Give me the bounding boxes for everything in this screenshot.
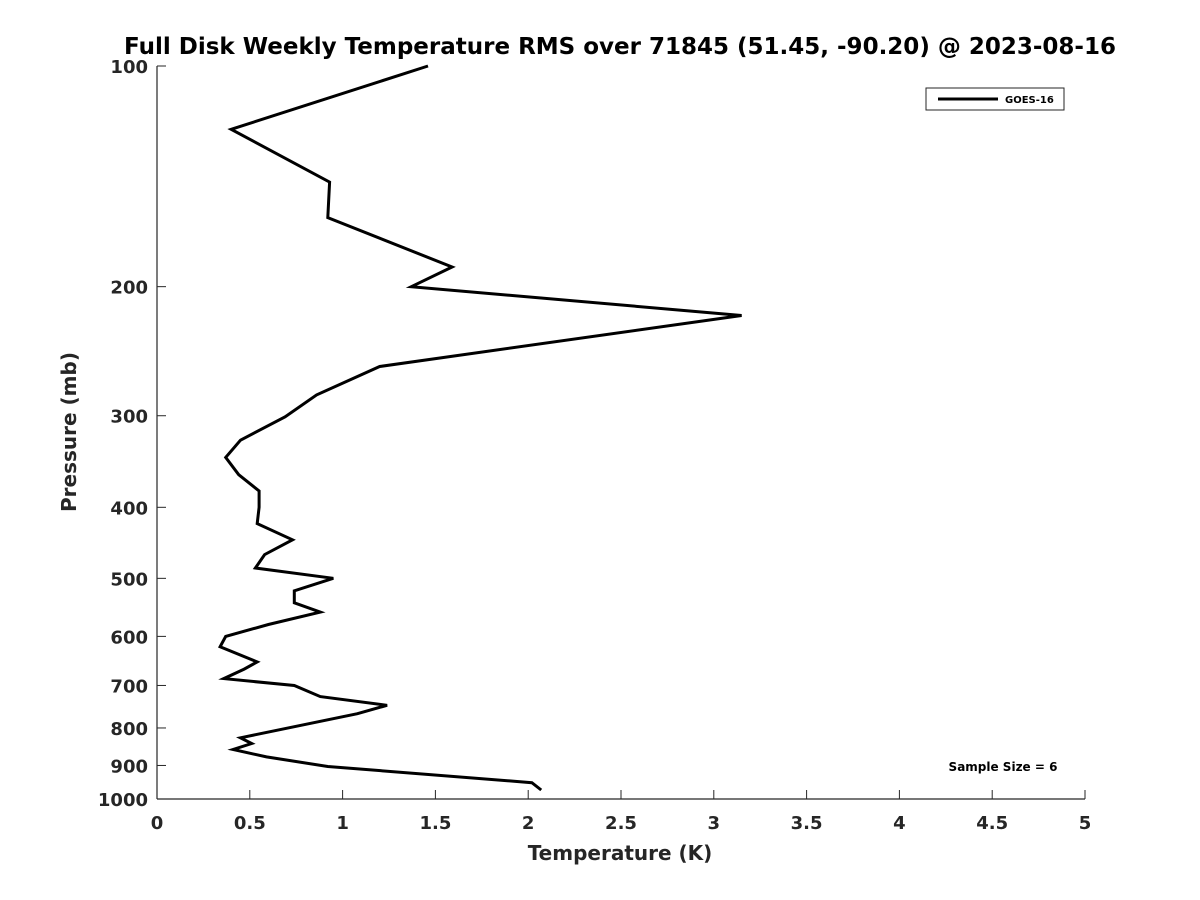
y-tick-label: 1000 bbox=[98, 790, 148, 811]
x-ticks: 0 0.5 1 1.5 2 2.5 3 3.5 4 4.5 5 bbox=[151, 790, 1092, 834]
y-tick-label: 300 bbox=[110, 407, 148, 428]
chart-title: Full Disk Weekly Temperature RMS over 71… bbox=[124, 34, 1116, 60]
y-tick-label: 800 bbox=[110, 719, 148, 740]
y-tick-label: 100 bbox=[110, 57, 148, 78]
x-tick-label: 5 bbox=[1079, 813, 1092, 834]
sample-size-annotation: Sample Size = 6 bbox=[949, 760, 1058, 774]
x-tick-label: 1 bbox=[336, 813, 349, 834]
x-axis-label: Temperature (K) bbox=[528, 841, 713, 865]
series-line-goes-16 bbox=[217, 64, 742, 792]
y-tick-label: 700 bbox=[110, 676, 148, 697]
y-axis-label: Pressure (mb) bbox=[57, 352, 81, 512]
legend: GOES-16 bbox=[925, 87, 1065, 111]
series-group bbox=[217, 64, 742, 792]
x-tick-label: 2.5 bbox=[605, 813, 637, 834]
x-tick-label: 4.5 bbox=[976, 813, 1008, 834]
y-tick-label: 900 bbox=[110, 756, 148, 777]
x-tick-label: 3 bbox=[708, 813, 721, 834]
x-tick-label: 4 bbox=[893, 813, 906, 834]
x-tick-label: 0 bbox=[151, 813, 164, 834]
x-tick-label: 2 bbox=[522, 813, 535, 834]
x-tick-label: 0.5 bbox=[234, 813, 266, 834]
x-tick-label: 3.5 bbox=[791, 813, 823, 834]
y-tick-label: 200 bbox=[110, 278, 148, 299]
x-tick-label: 1.5 bbox=[419, 813, 451, 834]
y-tick-label: 500 bbox=[110, 569, 148, 590]
y-tick-label: 400 bbox=[110, 498, 148, 519]
y-ticks: 100 200 300 400 500 600 700 800 900 1000 bbox=[98, 57, 166, 811]
legend-label: GOES-16 bbox=[1005, 95, 1054, 106]
y-tick-label: 600 bbox=[110, 627, 148, 648]
